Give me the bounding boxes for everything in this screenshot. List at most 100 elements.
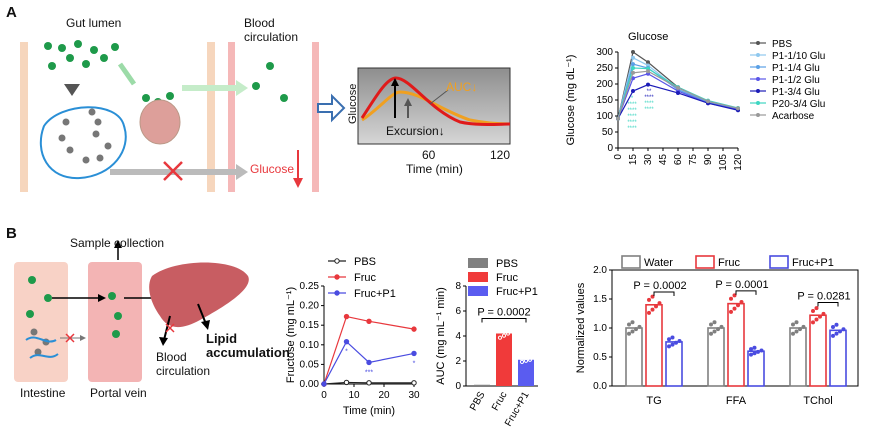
- auc-ytick-label: 6: [455, 306, 461, 317]
- glucose-sig-30: ****: [644, 107, 654, 113]
- norm-dot: [650, 307, 655, 312]
- glucose-point: [706, 99, 710, 104]
- auc-legend-label: Fruc: [496, 272, 519, 284]
- fructose-point: [343, 379, 350, 386]
- norm-sig-bracket: [817, 301, 839, 307]
- glucose-xtick-label: 90: [703, 154, 714, 166]
- panel-b-letter: B: [6, 225, 17, 242]
- enterocyte: [139, 99, 181, 145]
- norm-dot: [834, 331, 839, 336]
- norm-legend-swatch: [621, 255, 641, 269]
- auc-legend-swatch: [468, 272, 488, 282]
- fructose-sig: ***: [365, 369, 373, 376]
- fructose-xtick-label: 30: [408, 390, 420, 401]
- glucose-ytick-label: 150: [596, 95, 613, 106]
- norm-ytick-label: 2.0: [593, 265, 607, 276]
- norm-dot: [841, 327, 846, 332]
- norm-bar: [707, 327, 725, 387]
- auc-ytick-label: 0: [455, 381, 461, 392]
- norm-dot: [749, 347, 753, 352]
- polymer-network: [39, 106, 127, 180]
- norm-dot: [670, 342, 675, 347]
- fructose-point: [411, 326, 417, 332]
- norm-bar: [625, 327, 643, 387]
- norm-dot: [709, 322, 713, 327]
- norm-legend-swatch: [769, 255, 789, 269]
- fructose-ytick-label: 0.15: [300, 320, 320, 331]
- glucose-sig-15: *: [631, 96, 634, 102]
- glucose-sig-15: ****: [627, 108, 637, 114]
- fructose-point: [366, 318, 372, 324]
- auc-bar: [474, 384, 490, 386]
- panel-a-letter: A: [6, 4, 17, 21]
- norm-dot: [791, 322, 795, 327]
- fructose-sig: *: [345, 349, 348, 356]
- norm-dot: [811, 308, 815, 313]
- fructose-point: [321, 381, 327, 387]
- norm-dot: [759, 348, 764, 353]
- portal-vein-label: Portal vein: [90, 386, 147, 400]
- glucose-legend-label: P1-1/10 Glu: [772, 51, 825, 62]
- fructose-legend-marker: [334, 274, 340, 280]
- fructose-legend-label: Fruc+P1: [354, 288, 396, 300]
- norm-dot: [838, 329, 842, 334]
- glucose-point: [646, 60, 650, 65]
- outline-arrow: [317, 93, 346, 123]
- norm-bar: [645, 303, 663, 387]
- glucose-point: [736, 106, 740, 111]
- norm-dot: [654, 304, 658, 309]
- glucose-xtick-label: 0: [613, 154, 624, 160]
- norm-dot: [739, 299, 744, 304]
- norm-legend-label: Water: [644, 257, 673, 269]
- norm-dot: [667, 337, 671, 342]
- norm-category-label: FFA: [726, 395, 747, 407]
- norm-ytick-label: 0.0: [593, 381, 607, 392]
- fructose-series-line: [323, 340, 415, 385]
- norm-p-value: P = 0.0001: [715, 279, 768, 291]
- panel-a-schematic: [20, 40, 511, 192]
- norm-dot: [627, 331, 631, 336]
- inset-xtick-120: 120: [490, 148, 511, 162]
- norm-dot: [794, 320, 799, 325]
- glucose-point: [646, 69, 650, 74]
- auc-dot: [497, 329, 503, 334]
- norm-legend-swatch: [695, 255, 715, 269]
- norm-dot: [814, 306, 819, 311]
- inset-xtick-60: 60: [422, 148, 436, 162]
- fructose-xlabel: Time (min): [343, 405, 395, 417]
- auc-ytick-label: 2: [455, 356, 461, 367]
- norm-dot: [752, 345, 757, 350]
- glucose-ytick-label: 200: [596, 79, 613, 90]
- blood-circulation-label: Blood circulation: [244, 16, 299, 44]
- auc-legend-label: Fruc+P1: [496, 286, 538, 298]
- norm-ytick-label: 1.0: [593, 323, 607, 334]
- norm-dot: [821, 311, 826, 316]
- norm-dot: [647, 310, 651, 315]
- auc-legend-label: PBS: [496, 258, 518, 270]
- norm-dot: [729, 296, 733, 301]
- normalized-chart: 0.0 0.5 1.0 1.5 2.0 Normalized values TG P = 0.…: [575, 255, 859, 407]
- fructose-point: [366, 359, 372, 366]
- glucose-xtick-label: 30: [643, 154, 654, 166]
- blood-wall-right: [312, 42, 319, 192]
- auc-p-value: P = 0.0002: [477, 307, 530, 319]
- norm-dot: [667, 344, 671, 349]
- glucose-point: [631, 62, 635, 67]
- glucose-ytick-label: 0: [607, 143, 613, 154]
- glucose-xtick-label: 105: [718, 154, 729, 171]
- intestine-label: Intestine: [20, 386, 66, 400]
- norm-dot: [674, 340, 678, 345]
- norm-dot: [729, 309, 733, 314]
- glucose-point: [631, 55, 635, 60]
- glucose-legend-marker: [756, 113, 760, 117]
- norm-dot: [647, 297, 651, 302]
- norm-dot: [627, 322, 631, 327]
- norm-sig-bracket: [653, 291, 675, 297]
- inset-auc-label: AUC↓: [446, 80, 478, 94]
- norm-bar: [809, 314, 827, 387]
- lipid-accumulation-label: Lipid accumulation: [206, 331, 290, 360]
- glucose-point: [631, 89, 635, 94]
- norm-p-value: P = 0.0002: [633, 280, 686, 292]
- auc-sig-bracket: [481, 318, 527, 323]
